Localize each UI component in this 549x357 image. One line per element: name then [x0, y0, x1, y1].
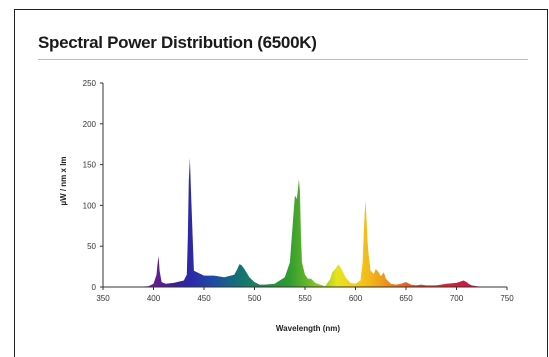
- y-tick-label: 100: [83, 201, 97, 210]
- y-tick-label: 0: [92, 283, 97, 292]
- x-tick-label: 350: [96, 294, 110, 303]
- chart-title: Spectral Power Distribution (6500K): [38, 33, 317, 52]
- x-tick-label: 400: [147, 294, 161, 303]
- y-axis-label: µW / nm x lm: [59, 156, 68, 205]
- spectrum-series-area: [133, 158, 508, 287]
- x-tick-label: 550: [298, 294, 312, 303]
- x-tick-label: 700: [450, 294, 464, 303]
- x-tick-label: 450: [197, 294, 211, 303]
- y-tick-label: 50: [87, 242, 96, 251]
- x-tick-label: 750: [500, 294, 514, 303]
- title-divider: [38, 59, 528, 60]
- y-tick-label: 250: [83, 79, 97, 88]
- x-tick-label: 500: [248, 294, 262, 303]
- y-tick-label: 150: [83, 161, 97, 170]
- x-tick-label: 650: [399, 294, 413, 303]
- y-tick-label: 200: [83, 120, 97, 129]
- x-tick-label: 600: [349, 294, 363, 303]
- x-axis-label: Wavelength (nm): [276, 324, 340, 333]
